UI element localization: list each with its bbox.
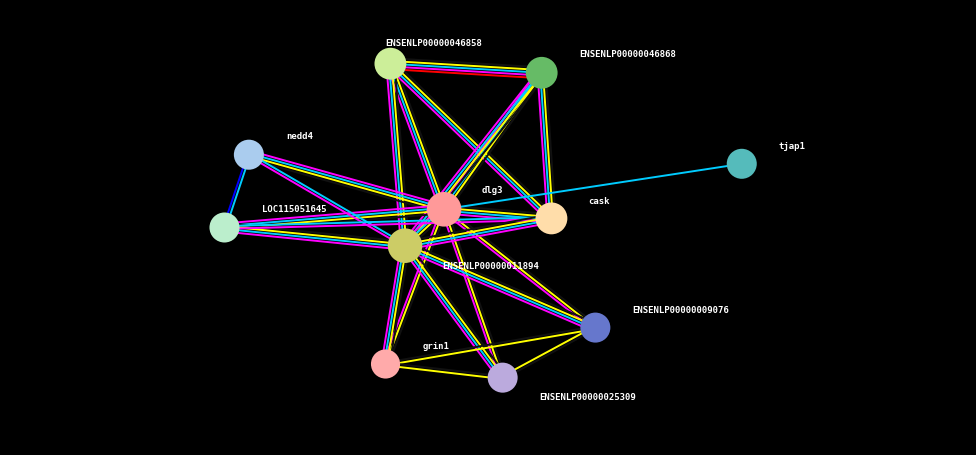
Text: cask: cask [589, 197, 610, 206]
Circle shape [427, 192, 462, 227]
Text: LOC115051645: LOC115051645 [262, 205, 326, 214]
Circle shape [536, 202, 567, 234]
Circle shape [581, 313, 610, 343]
Text: ENSENLP00000046858: ENSENLP00000046858 [386, 39, 482, 48]
Text: dlg3: dlg3 [481, 186, 503, 195]
Circle shape [488, 363, 517, 393]
Circle shape [387, 228, 423, 263]
Text: ENSENLP00000009076: ENSENLP00000009076 [632, 306, 729, 315]
Circle shape [526, 57, 557, 89]
Circle shape [375, 48, 406, 80]
Text: nedd4: nedd4 [286, 132, 313, 141]
Circle shape [727, 149, 756, 179]
Circle shape [210, 212, 239, 243]
Text: grin1: grin1 [423, 342, 450, 351]
Circle shape [234, 140, 264, 170]
Text: tjap1: tjap1 [779, 142, 806, 151]
Text: ENSENLP00000046868: ENSENLP00000046868 [579, 50, 675, 59]
Text: ENSENLP00000011894: ENSENLP00000011894 [442, 262, 539, 271]
Text: ENSENLP00000025309: ENSENLP00000025309 [540, 393, 636, 402]
Circle shape [371, 349, 400, 379]
